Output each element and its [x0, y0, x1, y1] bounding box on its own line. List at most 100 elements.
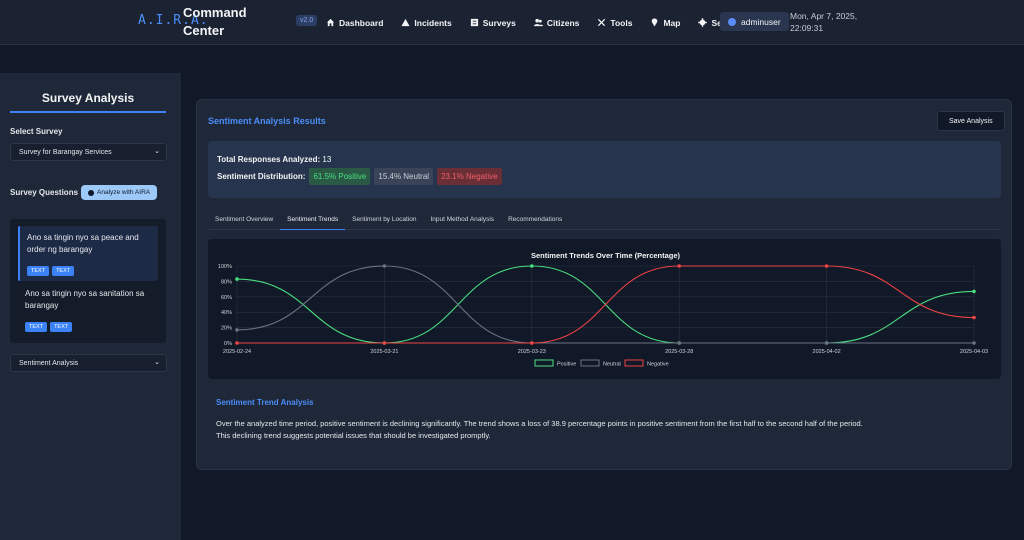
question-item[interactable]: Ano sa tingin nyo sa peace and order ng … [18, 226, 158, 281]
sentiment-distribution: Sentiment Distribution: 61.5% Positive 1… [217, 168, 502, 185]
analyze-button-label: Analyze with AIRA [97, 189, 151, 196]
tab-sentiment-by-location[interactable]: Sentiment by Location [352, 216, 417, 223]
tab-input-method-analysis[interactable]: Input Method Analysis [430, 216, 495, 223]
data-point-positive [235, 277, 239, 281]
gear-icon [698, 18, 708, 27]
legend-swatch [624, 359, 644, 367]
nav-incidents[interactable]: Incidents [401, 17, 452, 28]
warning-icon [401, 18, 410, 27]
save-analysis-button[interactable]: Save Analysis [937, 111, 1005, 131]
data-point-neutral [382, 264, 387, 268]
users-icon [533, 18, 543, 27]
version-badge: v2.0 [296, 15, 318, 26]
home-icon [326, 18, 335, 27]
time-text: 22:09:31 [790, 23, 824, 33]
datetime: Mon, Apr 7, 2025, 22:09:31 [790, 10, 857, 34]
question-type-tag: TEXT [27, 266, 50, 276]
map-pin-icon [652, 18, 658, 27]
question-type-tag: TEXT [25, 322, 48, 332]
analysis-type-value: Sentiment Analysis [19, 359, 79, 367]
legend-label: Positive [557, 362, 576, 368]
analysis-text: Over the analyzed time period, positive … [216, 418, 996, 442]
brand-title: Command Center [183, 5, 247, 38]
brand-logo[interactable]: A.I.R.A. [138, 13, 209, 28]
x-tick-label: 2025-03-23 [518, 349, 546, 355]
select-survey-label: Select Survey [10, 127, 63, 136]
question-type-tag: TEXT [50, 322, 73, 332]
data-point-neutral [677, 341, 681, 345]
question-item[interactable]: Ano sa tingin nyo sa sanitation sa baran… [18, 287, 158, 332]
series-line-neutral [236, 265, 974, 344]
data-point-neutral [235, 328, 239, 332]
x-tick-label: 2025-02-24 [223, 349, 251, 355]
card-title: Sentiment Analysis Results [208, 116, 326, 126]
user-menu[interactable]: adminuser [720, 12, 789, 31]
legend-swatch [534, 359, 554, 367]
trend-chart-panel: Sentiment Trends Over Time (Percentage) 0… [208, 239, 1001, 379]
sidebar: Survey Analysis Select Survey Survey for… [0, 73, 181, 540]
nav-tools[interactable]: Tools [597, 18, 632, 28]
question-type-tag: TEXT [52, 266, 75, 276]
question-text: Ano sa tingin nyo sa peace and order ng … [27, 233, 139, 254]
data-point-positive [972, 289, 976, 294]
total-label: Total Responses Analyzed: [217, 155, 321, 164]
tools-icon [598, 18, 606, 27]
data-point-negative [382, 341, 387, 345]
legend-swatch [580, 359, 600, 367]
survey-select[interactable]: Survey for Barangay Services ⌄ [10, 143, 167, 161]
chart-title: Sentiment Trends Over Time (Percentage) [531, 251, 681, 260]
nav-incidents-label: Incidents [414, 17, 452, 28]
data-point-positive [530, 264, 534, 268]
nav-map[interactable]: Map [650, 18, 680, 28]
series-line-negative [236, 265, 975, 344]
legend-label: Neutral [603, 362, 621, 368]
tab-recommendations[interactable]: Recommendations [508, 216, 563, 223]
analysis-type-select[interactable]: Sentiment Analysis ⌄ [10, 354, 167, 372]
analysis-tabs: Sentiment Overview Sentiment Trends Sent… [208, 213, 1001, 230]
total-value: 13 [322, 155, 332, 164]
analyze-with-aira-button[interactable]: Analyze with AIRA [81, 185, 158, 200]
nav-dashboard[interactable]: Dashboard [326, 18, 383, 28]
neutral-badge: 15.4% Neutral [374, 168, 434, 185]
main-nav: Dashboard Incidents Surveys Citizens Too… [326, 0, 763, 45]
question-text: Ano sa tingin nyo sa sanitation sa baran… [25, 289, 145, 310]
survey-questions-label: Survey Questions [10, 188, 79, 197]
nav-citizens[interactable]: Citizens [533, 17, 580, 28]
x-tick-label: 2025-04-03 [960, 349, 988, 355]
analysis-paragraph: This declining trend suggests potential … [216, 431, 491, 440]
positive-badge: 61.5% Positive [309, 168, 371, 185]
nav-map-label: Map [663, 17, 681, 28]
y-tick-label: 20% [221, 326, 232, 332]
survey-icon [470, 18, 478, 27]
series-line-positive [236, 265, 975, 344]
nav-dashboard-label: Dashboard [339, 17, 384, 28]
y-tick-label: 0% [224, 341, 232, 347]
legend-label: Negative [647, 362, 669, 368]
nav-surveys[interactable]: Surveys [470, 18, 516, 28]
data-point-negative [972, 315, 976, 320]
y-tick-label: 40% [221, 310, 232, 316]
y-tick-label: 100% [218, 264, 232, 270]
user-icon [728, 17, 736, 26]
total-responses: Total Responses Analyzed: 13 [217, 155, 331, 164]
nav-surveys-label: Surveys [482, 17, 516, 28]
data-point-negative [530, 341, 534, 345]
tab-sentiment-trends[interactable]: Sentiment Trends [280, 213, 346, 230]
chevron-down-icon: ⌄ [154, 359, 160, 366]
survey-select-value: Survey for Barangay Services [19, 148, 112, 156]
analysis-title: Sentiment Trend Analysis [216, 398, 314, 407]
aira-icon [88, 189, 94, 196]
sidebar-title: Survey Analysis [10, 91, 166, 113]
nav-tools-label: Tools [610, 17, 633, 28]
x-tick-label: 2025-03-28 [665, 349, 693, 355]
tab-sentiment-overview[interactable]: Sentiment Overview [215, 216, 274, 223]
questions-list: Ano sa tingin nyo sa peace and order ng … [10, 219, 166, 343]
distribution-label: Sentiment Distribution: [217, 172, 306, 181]
x-tick-label: 2025-03-21 [370, 349, 398, 355]
nav-citizens-label: Citizens [546, 17, 580, 28]
y-tick-label: 80% [221, 279, 232, 285]
data-point-negative [235, 341, 239, 345]
y-tick-label: 60% [221, 295, 232, 301]
data-point-neutral [972, 341, 976, 345]
sentiment-trend-chart: Sentiment Trends Over Time (Percentage) 0… [218, 251, 988, 368]
